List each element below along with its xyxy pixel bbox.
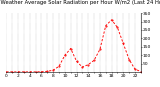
Text: Milwaukee Weather Average Solar Radiation per Hour W/m2 (Last 24 Hours): Milwaukee Weather Average Solar Radiatio…	[0, 0, 160, 5]
